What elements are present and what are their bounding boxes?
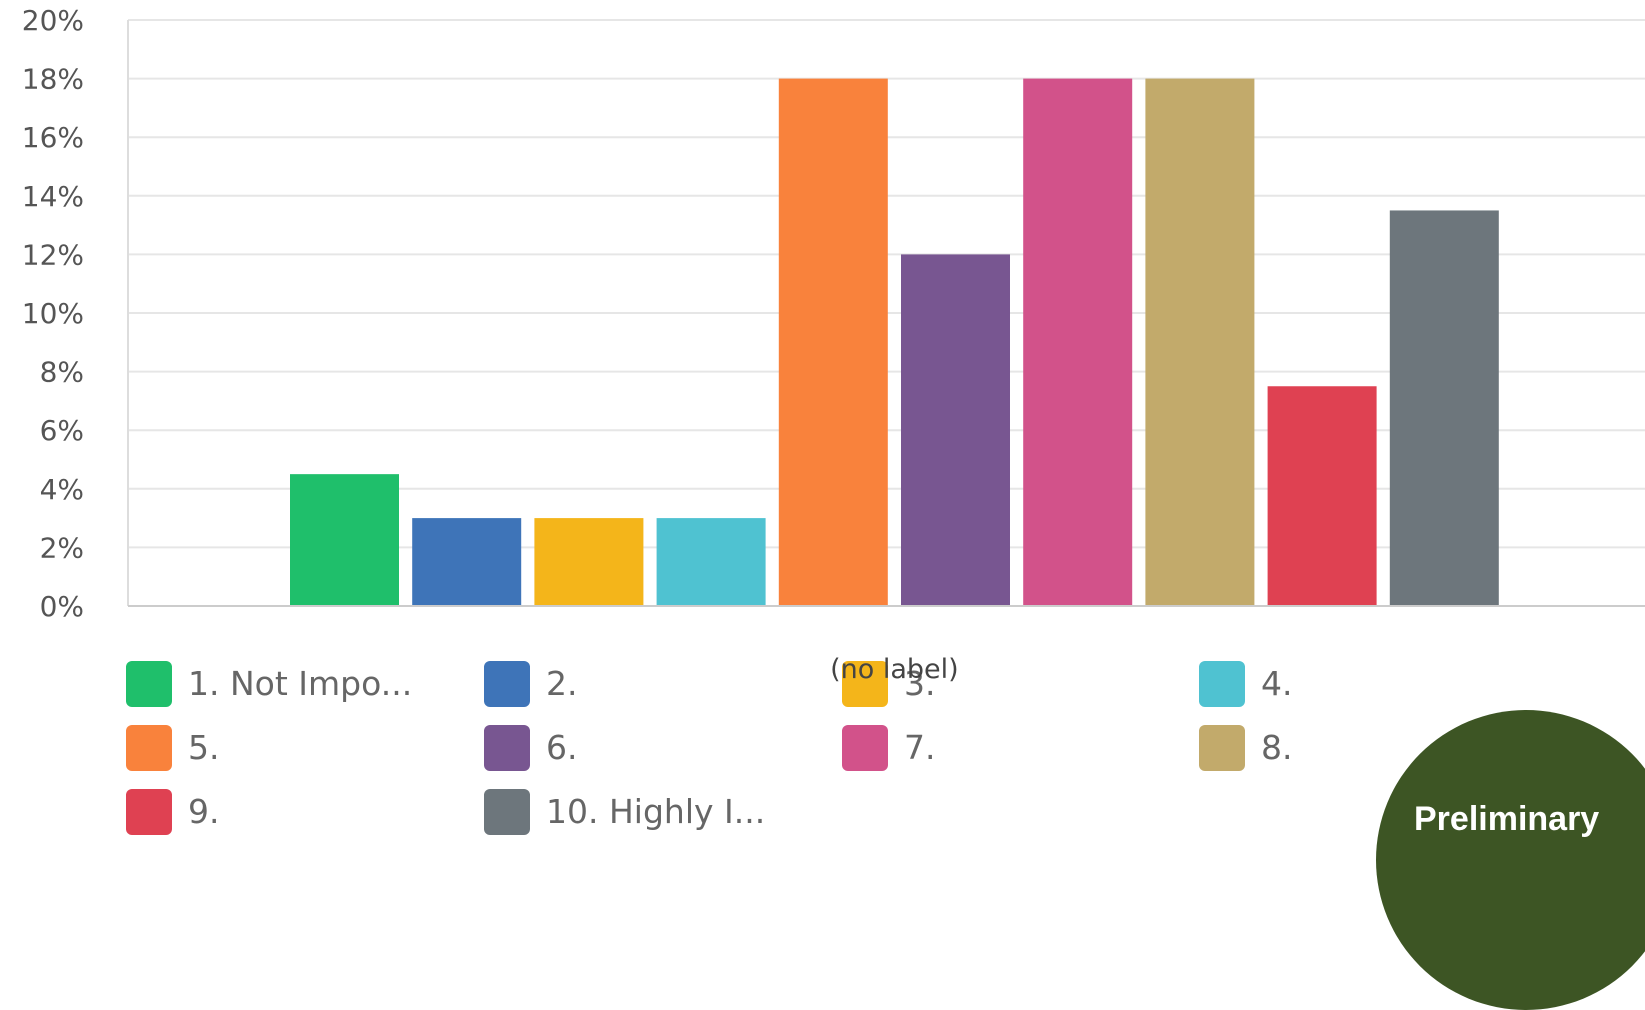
legend-label[interactable]: 8. [1261, 728, 1293, 767]
y-tick-label: 18% [22, 63, 84, 96]
legend: 1. Not Impo... 2. 3. 4. 5. 6. 7. 8. 9. 10. Highly… [126, 661, 1293, 835]
preliminary-badge-text: Preliminary [1414, 800, 1600, 838]
legend-swatch[interactable] [1199, 725, 1245, 771]
y-tick-label: 12% [22, 238, 84, 271]
legend-swatch[interactable] [126, 789, 172, 835]
y-tick-label: 10% [22, 297, 84, 330]
legend-label[interactable]: 2. [546, 664, 578, 703]
bar-chart: 0% 2% 4% 6% 8% 10% 12% 14% 16% 18% 20% 1. Not Impo… [22, 4, 1645, 835]
legend-label[interactable]: 5. [188, 728, 220, 767]
bar[interactable] [901, 254, 1010, 606]
y-tick-label: 8% [40, 356, 84, 389]
bar[interactable] [1023, 78, 1133, 607]
y-tick-label: 0% [40, 590, 84, 623]
y-tick-label: 2% [40, 531, 84, 564]
y-tick-label: 4% [40, 473, 84, 506]
legend-swatch[interactable] [842, 725, 888, 771]
bar[interactable] [778, 78, 888, 607]
legend-label[interactable]: 1. Not Impo... [188, 664, 412, 703]
legend-swatch[interactable] [126, 725, 172, 771]
legend-label[interactable]: 7. [904, 728, 936, 767]
legend-label[interactable]: 9. [188, 792, 220, 831]
bars [290, 78, 1499, 607]
bar[interactable] [656, 518, 766, 606]
legend-swatch[interactable] [484, 725, 530, 771]
y-axis-ticks: 0% 2% 4% 6% 8% 10% 12% 14% 16% 18% 20% [22, 4, 84, 623]
legend-swatch[interactable] [1199, 661, 1245, 707]
bar[interactable] [1389, 210, 1499, 606]
legend-swatch[interactable] [484, 661, 530, 707]
legend-swatch[interactable] [484, 789, 530, 835]
legend-label[interactable]: 6. [546, 728, 578, 767]
y-tick-label: 20% [22, 4, 84, 37]
bar[interactable] [534, 518, 644, 606]
bar[interactable] [290, 474, 399, 606]
legend-label[interactable]: 4. [1261, 664, 1293, 703]
bar[interactable] [412, 518, 522, 606]
y-tick-label: 16% [22, 121, 84, 154]
axes [127, 20, 1645, 607]
x-category-label: (no label) [830, 654, 959, 685]
y-tick-label: 6% [40, 414, 84, 447]
y-tick-label: 14% [22, 180, 84, 213]
bar[interactable] [1145, 78, 1255, 607]
legend-label[interactable]: 3. [904, 664, 936, 703]
legend-swatch[interactable] [842, 661, 888, 707]
legend-label[interactable]: 10. Highly I... [546, 792, 765, 831]
bar[interactable] [1267, 386, 1377, 606]
legend-swatch[interactable] [126, 661, 172, 707]
